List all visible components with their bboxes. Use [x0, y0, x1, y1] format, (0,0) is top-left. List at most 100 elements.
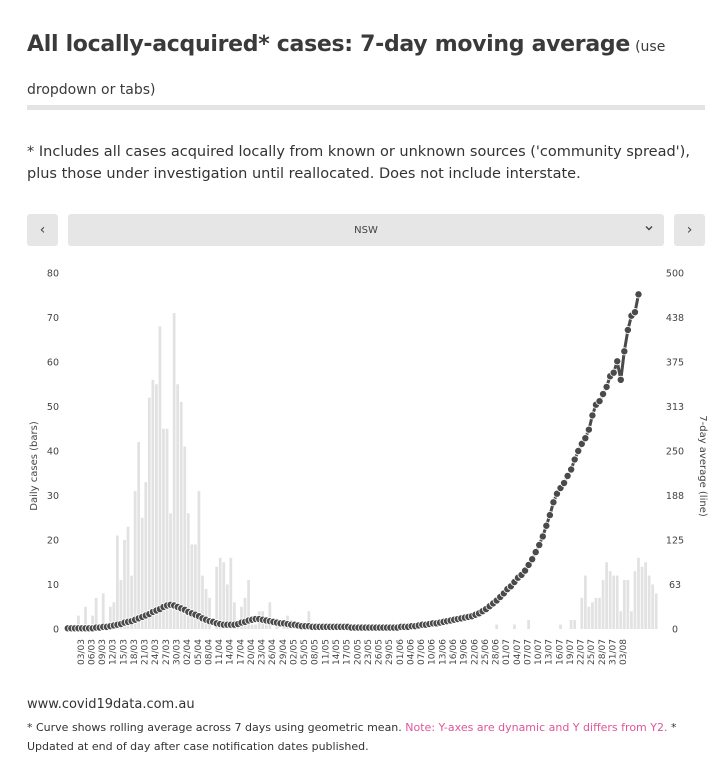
- x-tick-label: 20/04: [247, 639, 257, 665]
- y2-tick-label: 125: [666, 536, 684, 547]
- x-tick-label: 20/05: [353, 639, 363, 665]
- title-hint: (use dropdown or tabs): [27, 39, 666, 98]
- cases-chart: 0 10 20 30 40 50 60 70 80 0 63 125 188 250 313 375 438 50…: [29, 269, 708, 665]
- x-tick-label: 23/05: [364, 639, 374, 665]
- daily-cases-bar: [573, 620, 577, 629]
- daily-cases-bar: [612, 575, 616, 629]
- daily-cases-bar: [651, 584, 655, 629]
- daily-cases-bar: [215, 566, 219, 629]
- daily-cases-bar: [165, 428, 169, 629]
- daily-cases-bar: [140, 517, 144, 629]
- chevron-right-icon: ›: [686, 222, 693, 238]
- title-block: All locally-acquired* cases: 7-day movin…: [27, 24, 707, 111]
- x-tick-label: 05/05: [300, 639, 310, 665]
- daily-cases-bar: [633, 571, 637, 629]
- x-tick-label: 18/03: [130, 639, 140, 665]
- daily-cases-bar: [101, 593, 105, 629]
- average-point: [613, 357, 622, 366]
- daily-cases-bar: [307, 611, 311, 629]
- daily-cases-bar: [250, 624, 254, 629]
- x-tick-label: 09/03: [98, 639, 108, 665]
- title-divider: [27, 105, 705, 110]
- y2-tick-label: 500: [666, 269, 684, 280]
- average-point: [535, 540, 544, 549]
- average-point: [574, 446, 583, 455]
- daily-cases-bar: [94, 597, 98, 629]
- footer-note: * Curve shows rolling average across 7 d…: [27, 718, 712, 756]
- daily-cases-bar: [116, 535, 119, 629]
- daily-cases-bar: [225, 584, 229, 629]
- daily-cases-bar: [615, 575, 619, 629]
- x-tick-label: 28/06: [492, 639, 502, 665]
- y2-tick-label: 0: [672, 625, 678, 636]
- daily-cases-bar: [155, 384, 158, 629]
- x-tick-label: 22/07: [577, 639, 587, 665]
- y-tick-label: 60: [47, 358, 59, 369]
- average-point: [599, 390, 608, 399]
- x-tick-label: 03/03: [77, 639, 87, 665]
- x-tick-label: 07/06: [417, 639, 427, 665]
- x-tick-label: 29/05: [385, 639, 395, 665]
- daily-cases-bar: [158, 326, 162, 629]
- average-point: [524, 560, 533, 569]
- daily-cases-bar: [151, 379, 155, 629]
- x-tick-label: 13/07: [545, 639, 555, 665]
- daily-cases-bar: [637, 557, 640, 629]
- daily-cases-bar: [84, 606, 87, 629]
- x-tick-label: 28/07: [598, 639, 608, 665]
- x-tick-label: 01/07: [502, 639, 512, 665]
- y-tick-label: 20: [47, 536, 59, 547]
- daily-cases-bar: [190, 544, 194, 629]
- daily-cases-bar: [601, 580, 605, 629]
- average-point: [521, 566, 530, 575]
- average-point: [570, 455, 579, 464]
- daily-cases-bar: [169, 513, 172, 629]
- daily-cases-bar: [622, 580, 626, 629]
- average-point: [623, 325, 632, 334]
- region-dropdown[interactable]: NSW: [68, 214, 664, 246]
- daily-cases-bar: [240, 606, 243, 629]
- y2-tick-label: 250: [666, 447, 684, 458]
- average-point: [602, 382, 611, 391]
- average-point: [630, 308, 639, 317]
- x-tick-label: 25/07: [587, 639, 597, 665]
- daily-cases-bar: [233, 602, 236, 629]
- daily-cases-bar: [243, 597, 247, 629]
- daily-cases-bar: [77, 615, 80, 629]
- daily-cases-bar: [119, 580, 123, 629]
- daily-cases-bar: [218, 557, 222, 629]
- daily-cases-bar: [619, 611, 623, 629]
- daily-cases-bar: [587, 606, 591, 629]
- daily-cases-bar: [640, 566, 644, 629]
- y2-tick-label: 438: [666, 313, 684, 324]
- title-line: All locally-acquired* cases: 7-day movin…: [27, 24, 707, 111]
- x-tick-label: 01/06: [396, 639, 406, 665]
- daily-cases-bar: [264, 620, 268, 629]
- average-point: [552, 489, 561, 498]
- daily-cases-bar: [208, 597, 211, 629]
- next-region-button[interactable]: ›: [674, 214, 705, 246]
- chevron-down-icon: [645, 226, 653, 231]
- x-tick-label: 03/08: [619, 639, 629, 665]
- x-tick-label: 19/06: [460, 639, 470, 665]
- daily-cases-bar: [179, 402, 183, 629]
- daily-cases-bar: [598, 597, 601, 629]
- x-tick-label: 27/03: [162, 639, 172, 665]
- y2-axis-label: 7-day average (line): [697, 415, 708, 517]
- x-tick-label: 17/05: [343, 639, 353, 665]
- previous-region-button[interactable]: ‹: [27, 214, 58, 246]
- chevron-left-icon: ‹: [39, 222, 46, 238]
- daily-cases-bar: [186, 513, 190, 629]
- daily-cases-bar: [197, 491, 201, 629]
- daily-cases-bar: [630, 611, 633, 629]
- daily-cases-bar: [204, 588, 208, 629]
- x-tick-label: 04/06: [406, 639, 416, 665]
- daily-cases-bar: [162, 428, 165, 629]
- daily-cases-bar: [91, 615, 94, 629]
- y2-tick-label: 313: [666, 402, 684, 413]
- x-tick-label: 12/03: [109, 639, 119, 665]
- average-point: [584, 425, 593, 434]
- average-point: [634, 290, 643, 299]
- daily-cases-bar: [513, 624, 516, 629]
- y-tick-label: 10: [47, 580, 59, 591]
